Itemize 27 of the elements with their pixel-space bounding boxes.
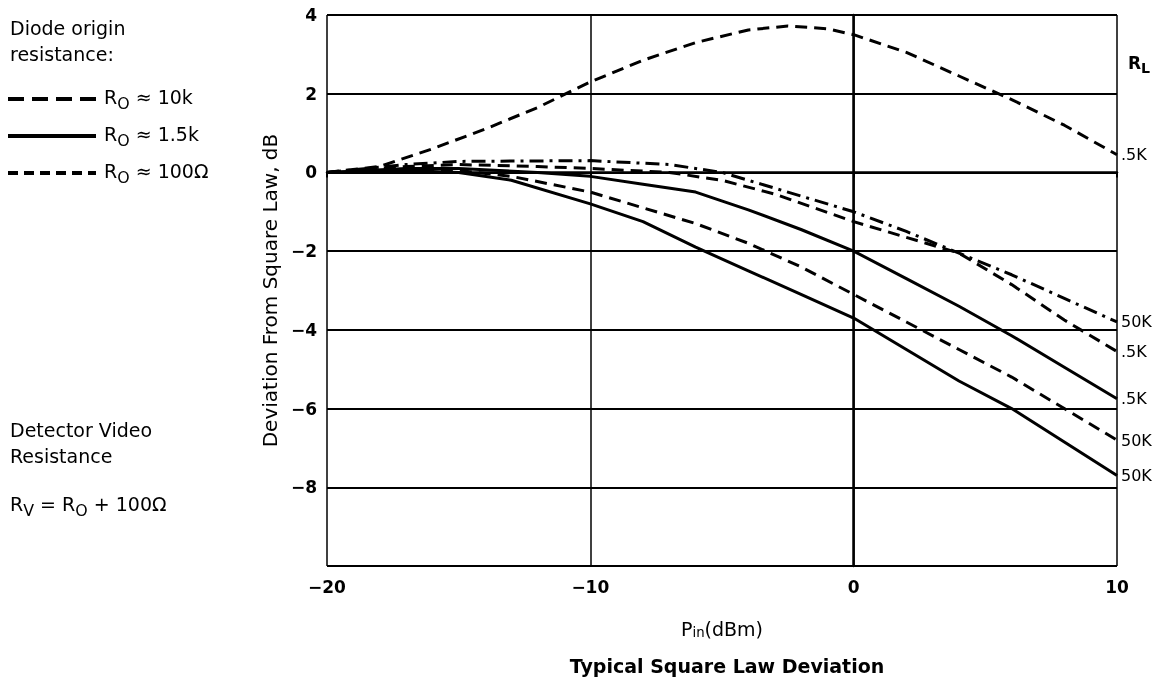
text: R$_{V}$ = R$_{O}$ + 100Ω [10, 492, 167, 522]
y-tick-label: −2 [290, 241, 317, 262]
text: R$_{O}$ ≈ 10k [104, 86, 193, 113]
y-tick-label: 0 [305, 162, 318, 183]
y-tick-label: 4 [305, 5, 318, 25]
series-label: .5K [1121, 389, 1148, 409]
y-tick-label: −8 [290, 477, 317, 498]
series-label: .5K [1121, 342, 1148, 361]
y-axis-title: Deviation From Square Law, dB [258, 133, 283, 448]
x-tick-label: −20 [308, 576, 347, 597]
series-label: 50K [1121, 312, 1153, 332]
text: R$_{O}$ ≈ 1.5k [104, 123, 199, 150]
x-tick-label: −10 [571, 576, 610, 597]
y-tick-label: 2 [305, 83, 317, 104]
text: R$_{O}$ ≈ 100Ω [104, 160, 209, 187]
text: Detector Video Resistance [10, 418, 154, 469]
series-label: .5K [1121, 145, 1148, 165]
x-axis-title: Pin(dBm) [680, 617, 764, 640]
text: Typical Square Law Deviation [569, 654, 885, 677]
text: R$_{L}$ [1128, 52, 1151, 79]
series-label: 50K [1121, 430, 1153, 450]
y-tick-label: −4 [290, 319, 318, 340]
legend-title: Diode origin resistance: [10, 16, 127, 67]
y-tick-label: −6 [290, 398, 317, 419]
series-label: 50K [1121, 465, 1153, 485]
x-tick-label: 10 [1105, 576, 1129, 597]
x-tick-label: 0 [847, 576, 860, 597]
